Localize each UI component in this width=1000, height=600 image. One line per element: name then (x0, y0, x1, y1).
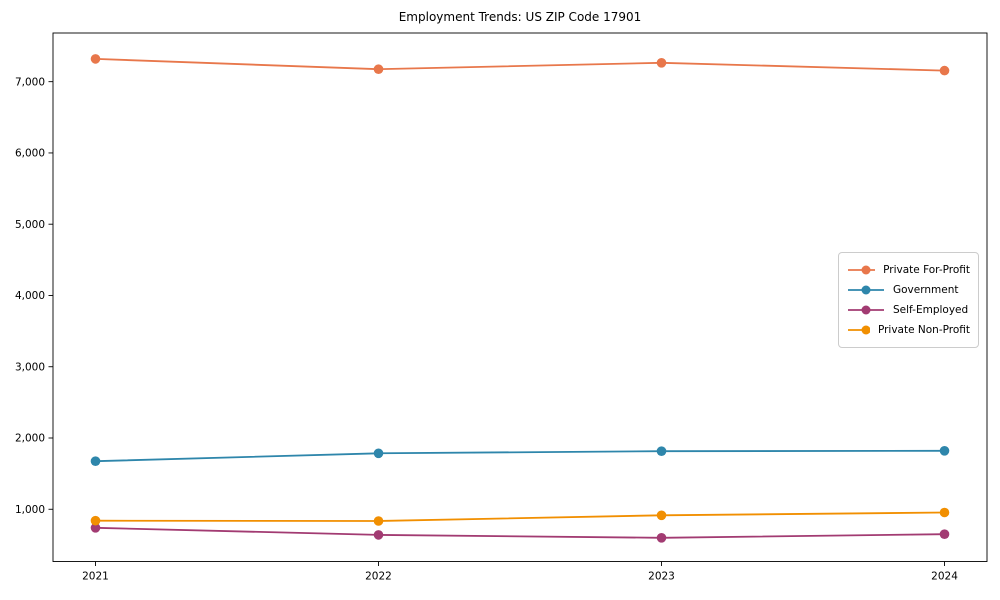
legend-marker-private-for-profit (848, 265, 876, 275)
legend-label-private-non-profit: Private Non-Profit (877, 324, 970, 336)
data-point-private-for-profit (90, 54, 101, 64)
series-line-government (95, 449, 945, 463)
y-tick-label: 5,000 (15, 219, 45, 231)
chart-title: Employment Trends: US ZIP Code 17901 (398, 10, 642, 24)
chart-legend: Private For-Profit Government Self-Employe… (838, 252, 979, 348)
data-point-government (90, 456, 101, 467)
legend-item-self-employed: Self-Employed (847, 300, 970, 320)
legend-label-government: Government (893, 284, 959, 296)
plot-border (52, 32, 988, 562)
data-point-private-for-profit (656, 58, 667, 68)
x-tick-label: 2023 (648, 571, 675, 583)
data-point-self-employed (656, 533, 667, 543)
data-point-self-employed (939, 529, 950, 539)
data-point-private-non-profit (373, 516, 384, 526)
x-tick-label: 2021 (82, 571, 109, 583)
y-tick-label: 6,000 (15, 148, 45, 160)
legend-item-government: Government (847, 280, 970, 300)
legend-marker-government (848, 285, 884, 295)
data-point-private-for-profit (939, 65, 950, 76)
data-point-government (939, 446, 950, 456)
y-tick-label: 2,000 (15, 433, 45, 445)
data-point-private-for-profit (373, 64, 384, 74)
data-point-private-non-profit (939, 507, 950, 518)
x-tick-label: 2022 (365, 571, 392, 583)
data-point-self-employed (373, 530, 384, 540)
y-tick-label: 3,000 (15, 361, 45, 373)
data-point-government (373, 448, 384, 459)
series-line-private-for-profit (95, 58, 945, 72)
legend-item-private-non-profit: Private Non-Profit (847, 320, 970, 340)
y-tick-label: 7,000 (15, 76, 45, 88)
legend-marker-self-employed (848, 305, 884, 315)
y-tick-label: 4,000 (15, 290, 45, 302)
y-tick-label: 1,000 (15, 504, 45, 516)
legend-label-private-for-profit: Private For-Profit (883, 264, 970, 276)
data-point-government (656, 446, 667, 457)
series-line-private-non-profit (95, 511, 945, 522)
data-point-self-employed (90, 523, 101, 533)
legend-label-self-employed: Self-Employed (893, 304, 969, 316)
data-point-private-non-profit (656, 510, 667, 521)
legend-item-private-for-profit: Private For-Profit (847, 260, 970, 280)
x-tick-label: 2024 (931, 571, 958, 583)
data-point-private-non-profit (90, 515, 101, 526)
series-line-self-employed (95, 526, 945, 539)
legend-marker-private-non-profit (848, 325, 870, 335)
